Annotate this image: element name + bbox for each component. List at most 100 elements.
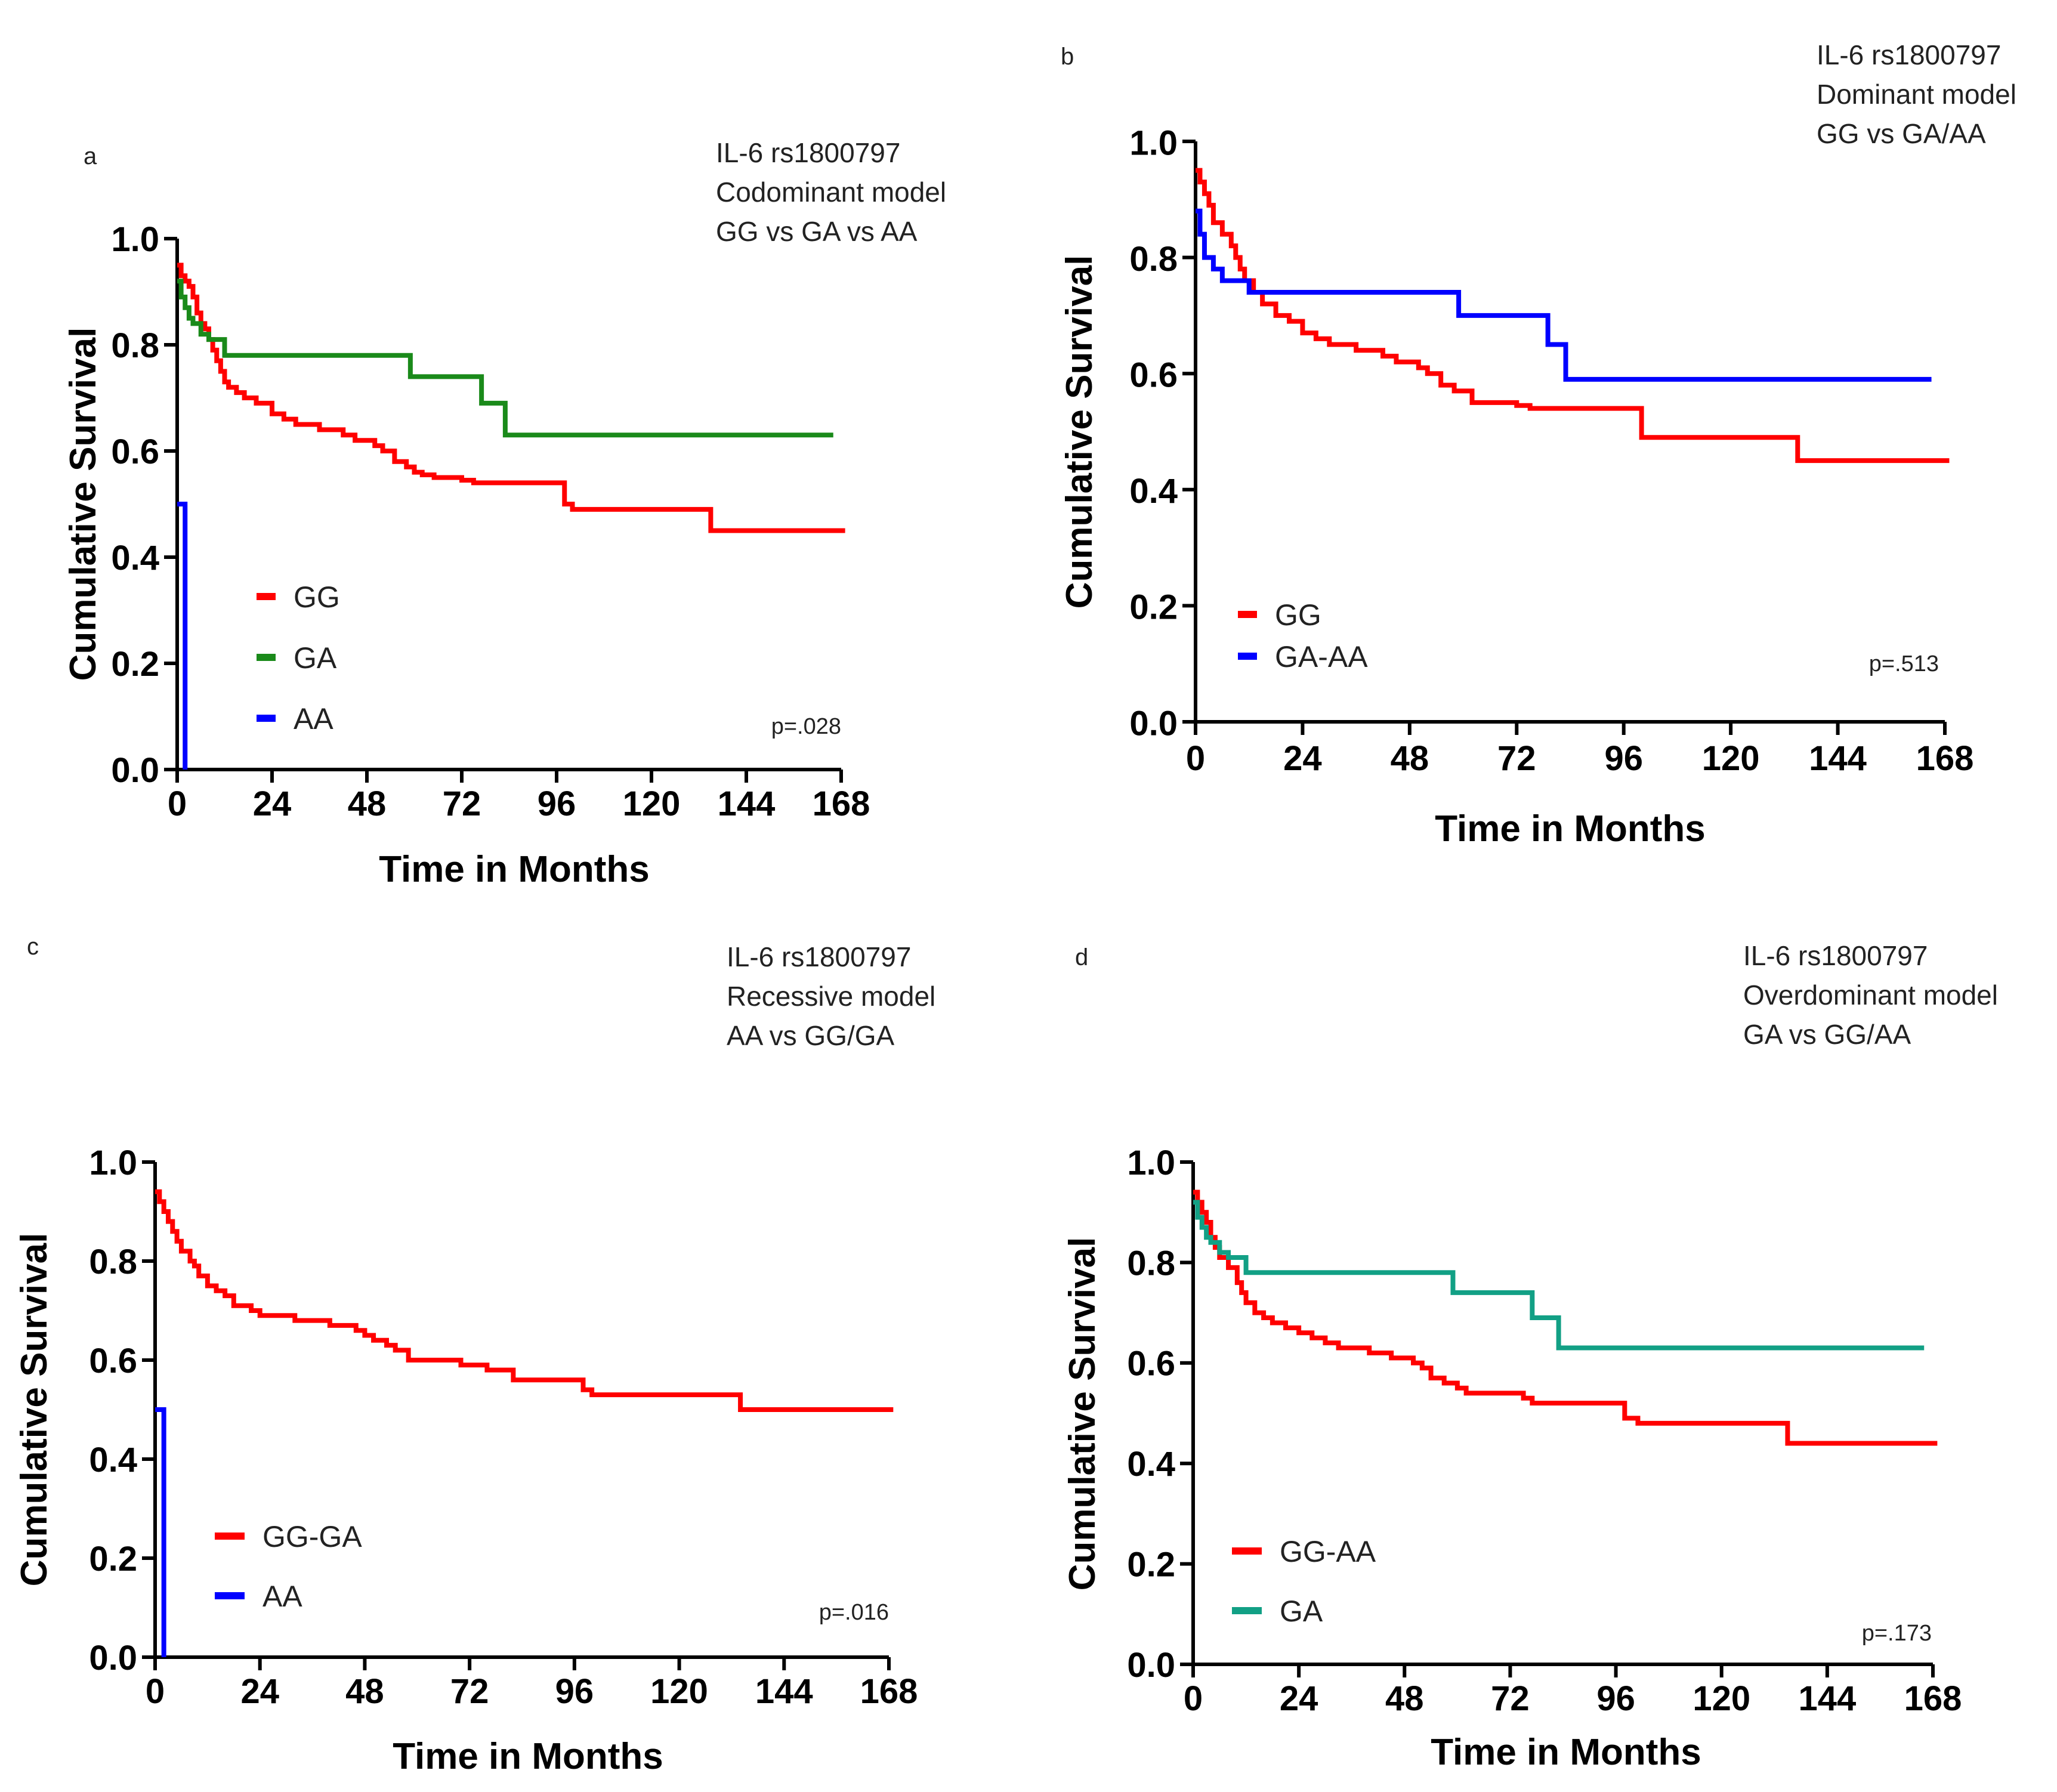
series-line-gg bbox=[177, 262, 845, 533]
panel-letter: a bbox=[84, 143, 97, 169]
x-tick-label: 48 bbox=[1391, 739, 1429, 778]
annotation-line: GG vs GA vs AA bbox=[716, 216, 918, 247]
y-tick-label: 1.0 bbox=[111, 220, 159, 259]
legend-label: AA bbox=[294, 702, 333, 736]
legend-label: GA-AA bbox=[1275, 640, 1368, 673]
x-tick-label: 120 bbox=[650, 1672, 708, 1711]
y-tick-label: 0.4 bbox=[111, 539, 159, 577]
x-tick-label: 0 bbox=[1184, 1679, 1203, 1718]
panel-d: d IL-6 rs1800797 Overdominant model GA vs G… bbox=[1062, 940, 1998, 1773]
legend-label: GG bbox=[294, 580, 340, 614]
y-tick-label: 0.6 bbox=[1129, 356, 1178, 395]
x-tick-label: 168 bbox=[1916, 739, 1974, 778]
y-tick-label: 0.4 bbox=[1127, 1445, 1175, 1484]
x-tick-label: 144 bbox=[1809, 739, 1867, 778]
panel-letter: b bbox=[1061, 44, 1074, 70]
x-tick-label: 96 bbox=[1604, 739, 1643, 778]
y-tick-label: 0.6 bbox=[89, 1342, 137, 1380]
y-tick-label: 0.0 bbox=[1129, 704, 1178, 743]
y-tick-label: 0.8 bbox=[1127, 1244, 1175, 1283]
y-tick-label: 0.2 bbox=[1127, 1545, 1175, 1584]
x-tick-label: 144 bbox=[1798, 1679, 1856, 1718]
x-tick-label: 0 bbox=[168, 784, 187, 823]
y-tick-label: 0.2 bbox=[111, 645, 159, 684]
annotation-line: IL-6 rs1800797 bbox=[1743, 940, 1928, 971]
y-tick-label: 0.8 bbox=[89, 1243, 137, 1281]
legend-label: GA bbox=[1280, 1595, 1323, 1628]
series-line-ga bbox=[1193, 1200, 1925, 1351]
y-tick-label: 0.4 bbox=[1129, 472, 1178, 511]
y-tick-label: 0.0 bbox=[1127, 1646, 1175, 1685]
y-tick-label: 0.4 bbox=[89, 1441, 137, 1479]
y-axis-title: Cumulative Survival bbox=[1062, 1237, 1103, 1591]
p-value: p=.173 bbox=[1862, 1621, 1932, 1646]
x-tick-label: 168 bbox=[860, 1672, 918, 1711]
x-tick-label: 96 bbox=[538, 784, 576, 823]
x-tick-label: 96 bbox=[555, 1672, 594, 1711]
legend-label: GG-AA bbox=[1280, 1535, 1376, 1568]
x-tick-label: 168 bbox=[813, 784, 870, 823]
y-tick-label: 1.0 bbox=[1127, 1144, 1175, 1182]
x-tick-label: 0 bbox=[1186, 739, 1205, 778]
y-tick-label: 0.8 bbox=[111, 326, 159, 365]
x-tick-label: 24 bbox=[1280, 1679, 1318, 1718]
series-line-ga bbox=[177, 279, 833, 438]
x-tick-label: 48 bbox=[1385, 1679, 1424, 1718]
legend-label: AA bbox=[262, 1580, 302, 1613]
p-value: p=.028 bbox=[771, 714, 841, 739]
annotation-line: GG vs GA/AA bbox=[1817, 118, 1986, 149]
x-tick-label: 0 bbox=[146, 1672, 165, 1711]
y-tick-label: 0.8 bbox=[1129, 240, 1178, 279]
x-tick-label: 72 bbox=[1497, 739, 1536, 778]
annotation-line: AA vs GG/GA bbox=[727, 1020, 895, 1051]
x-tick-label: 96 bbox=[1596, 1679, 1635, 1718]
p-value: p=.513 bbox=[1869, 651, 1939, 676]
series-line-gg-aa bbox=[1193, 1189, 1938, 1446]
p-value: p=.016 bbox=[819, 1600, 889, 1625]
y-tick-label: 0.6 bbox=[1127, 1345, 1175, 1383]
annotation-line: IL-6 rs1800797 bbox=[727, 941, 911, 972]
x-tick-label: 120 bbox=[1692, 1679, 1750, 1718]
series-line-aa bbox=[155, 1407, 166, 1657]
panel-b: b IL-6 rs1800797 Dominant model GG vs GA/AA… bbox=[1059, 39, 2016, 849]
x-tick-label: 168 bbox=[1904, 1679, 1962, 1718]
x-axis-title: Time in Months bbox=[1431, 1732, 1701, 1773]
y-tick-label: 0.2 bbox=[89, 1540, 137, 1578]
legend-label: GG bbox=[1275, 598, 1321, 632]
y-tick-label: 1.0 bbox=[1129, 123, 1178, 162]
y-tick-label: 0.0 bbox=[89, 1639, 137, 1677]
annotation-line: GA vs GG/AA bbox=[1743, 1019, 1911, 1050]
legend-label: GG-GA bbox=[262, 1520, 362, 1553]
annotation-line: Dominant model bbox=[1817, 79, 2016, 110]
x-tick-label: 48 bbox=[345, 1672, 384, 1711]
y-axis-title: Cumulative Survival bbox=[1059, 255, 1100, 609]
panel-c: c IL-6 rs1800797 Recessive model AA vs GG/G… bbox=[14, 934, 935, 1777]
x-tick-label: 144 bbox=[755, 1672, 813, 1711]
x-tick-label: 72 bbox=[450, 1672, 489, 1711]
x-tick-label: 24 bbox=[253, 784, 292, 823]
x-tick-label: 24 bbox=[240, 1672, 279, 1711]
x-tick-label: 144 bbox=[718, 784, 776, 823]
y-axis-title: Cumulative Survival bbox=[63, 327, 104, 681]
panel-letter: d bbox=[1075, 944, 1088, 971]
x-tick-label: 48 bbox=[348, 784, 387, 823]
x-tick-label: 24 bbox=[1283, 739, 1322, 778]
series-line-gg bbox=[1196, 168, 1950, 464]
y-tick-label: 1.0 bbox=[89, 1144, 137, 1182]
x-tick-label: 72 bbox=[443, 784, 481, 823]
series-line-aa bbox=[177, 502, 188, 770]
panel-a: a IL-6 rs1800797 Codominant model GG vs GA … bbox=[63, 137, 946, 890]
panel-letter: c bbox=[27, 934, 39, 960]
annotation-line: Overdominant model bbox=[1743, 980, 1998, 1011]
y-tick-label: 0.0 bbox=[111, 751, 159, 790]
x-tick-label: 72 bbox=[1491, 1679, 1530, 1718]
x-axis-title: Time in Months bbox=[379, 849, 650, 890]
y-tick-label: 0.2 bbox=[1129, 588, 1178, 627]
annotation-line: Codominant model bbox=[716, 177, 946, 208]
series-line-gg-ga bbox=[155, 1189, 894, 1412]
x-tick-label: 120 bbox=[1702, 739, 1760, 778]
x-axis-title: Time in Months bbox=[393, 1736, 663, 1777]
series-line-ga-aa bbox=[1196, 208, 1932, 382]
annotation-line: IL-6 rs1800797 bbox=[1817, 39, 2001, 70]
